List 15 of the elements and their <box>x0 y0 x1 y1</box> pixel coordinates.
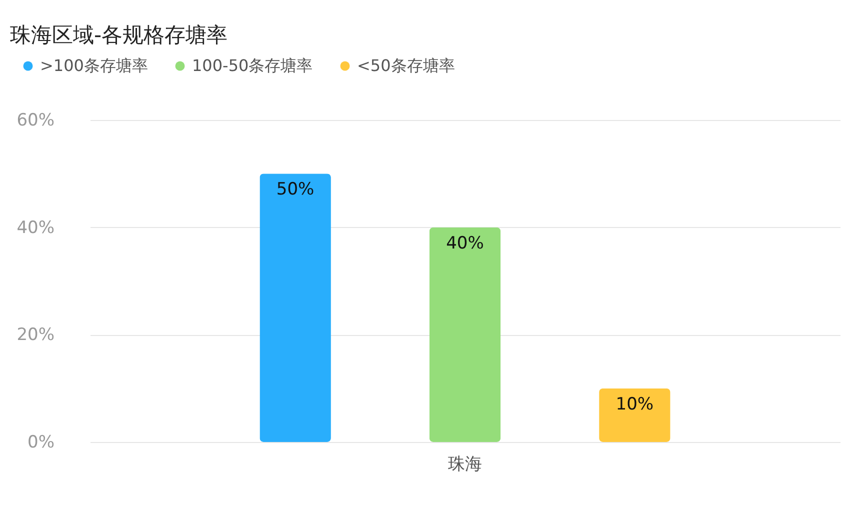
bar <box>260 174 331 442</box>
y-tick-label: 40% <box>16 218 54 238</box>
legend-label: >100条存塘率 <box>40 56 148 75</box>
chart-title: 珠海区域-各规格存塘率 <box>10 23 228 47</box>
y-tick-label: 20% <box>16 325 54 346</box>
bar <box>429 227 501 442</box>
y-tick-label: 60% <box>16 110 54 130</box>
legend-label: <50条存塘率 <box>357 56 455 75</box>
data-label: 50% <box>276 180 314 200</box>
y-tick-label: 0% <box>28 432 54 452</box>
data-label: 10% <box>616 394 654 414</box>
x-tick-label: 珠海 <box>448 454 482 474</box>
data-label: 40% <box>446 233 484 254</box>
legend-label: 100-50条存塘率 <box>192 56 313 75</box>
bar <box>599 388 670 442</box>
